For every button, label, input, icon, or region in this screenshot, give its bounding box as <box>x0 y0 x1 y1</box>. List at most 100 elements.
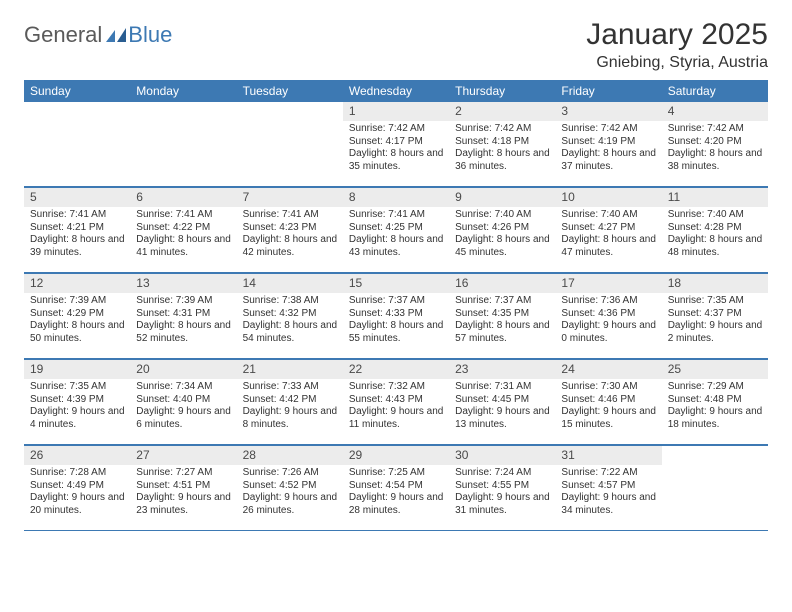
day-number-bar: 12 <box>24 274 130 293</box>
sunset-text: Sunset: 4:49 PM <box>30 480 126 493</box>
day-number: 9 <box>455 190 551 205</box>
day-body: Sunrise: 7:38 AMSunset: 4:32 PMDaylight:… <box>237 293 343 347</box>
sunrise-text: Sunrise: 7:27 AM <box>136 467 232 480</box>
daylight-text: Daylight: 9 hours and 6 minutes. <box>136 406 232 431</box>
daylight-text: Daylight: 9 hours and 23 minutes. <box>136 492 232 517</box>
daylight-text: Daylight: 9 hours and 8 minutes. <box>243 406 339 431</box>
sunrise-text: Sunrise: 7:40 AM <box>561 209 657 222</box>
day-cell: 13Sunrise: 7:39 AMSunset: 4:31 PMDayligh… <box>130 274 236 358</box>
sunset-text: Sunset: 4:55 PM <box>455 480 551 493</box>
day-number: 20 <box>136 362 232 377</box>
sunrise-text: Sunrise: 7:30 AM <box>561 381 657 394</box>
day-body: Sunrise: 7:41 AMSunset: 4:22 PMDaylight:… <box>130 207 236 261</box>
day-number-bar: 16 <box>449 274 555 293</box>
day-number: 10 <box>561 190 657 205</box>
daylight-text: Daylight: 8 hours and 35 minutes. <box>349 148 445 173</box>
sunrise-text: Sunrise: 7:35 AM <box>30 381 126 394</box>
daylight-text: Daylight: 8 hours and 54 minutes. <box>243 320 339 345</box>
daylight-text: Daylight: 9 hours and 28 minutes. <box>349 492 445 517</box>
sunset-text: Sunset: 4:43 PM <box>349 394 445 407</box>
day-cell-empty <box>662 446 768 530</box>
day-cell: 21Sunrise: 7:33 AMSunset: 4:42 PMDayligh… <box>237 360 343 444</box>
day-number: 26 <box>30 448 126 463</box>
sunset-text: Sunset: 4:48 PM <box>668 394 764 407</box>
day-body: Sunrise: 7:30 AMSunset: 4:46 PMDaylight:… <box>555 379 661 433</box>
day-body <box>237 106 343 110</box>
sunrise-text: Sunrise: 7:22 AM <box>561 467 657 480</box>
day-number: 25 <box>668 362 764 377</box>
title-block: January 2025 Gniebing, Styria, Austria <box>586 18 768 72</box>
day-cell: 4Sunrise: 7:42 AMSunset: 4:20 PMDaylight… <box>662 102 768 186</box>
day-cell: 31Sunrise: 7:22 AMSunset: 4:57 PMDayligh… <box>555 446 661 530</box>
day-number: 18 <box>668 276 764 291</box>
day-of-week-header: Tuesday <box>237 80 343 102</box>
day-cell: 24Sunrise: 7:30 AMSunset: 4:46 PMDayligh… <box>555 360 661 444</box>
day-cell: 2Sunrise: 7:42 AMSunset: 4:18 PMDaylight… <box>449 102 555 186</box>
day-cell: 8Sunrise: 7:41 AMSunset: 4:25 PMDaylight… <box>343 188 449 272</box>
sunset-text: Sunset: 4:36 PM <box>561 308 657 321</box>
day-number: 23 <box>455 362 551 377</box>
daylight-text: Daylight: 8 hours and 57 minutes. <box>455 320 551 345</box>
day-cell: 11 Sunrise: 7:40 AMSunset: 4:28 PMDayligh… <box>662 188 768 272</box>
day-number-bar: 20 <box>130 360 236 379</box>
day-body: Sunrise: 7:40 AMSunset: 4:28 PMDaylight:… <box>662 207 768 261</box>
day-body: Sunrise: 7:32 AMSunset: 4:43 PMDaylight:… <box>343 379 449 433</box>
day-body: Sunrise: 7:28 AMSunset: 4:49 PMDaylight:… <box>24 465 130 519</box>
day-number: 1 <box>349 104 445 119</box>
day-cell: 7Sunrise: 7:41 AMSunset: 4:23 PMDaylight… <box>237 188 343 272</box>
day-number: 29 <box>349 448 445 463</box>
day-cell: 25Sunrise: 7:29 AMSunset: 4:48 PMDayligh… <box>662 360 768 444</box>
sunrise-text: Sunrise: 7:32 AM <box>349 381 445 394</box>
day-number-bar: 10 <box>555 188 661 207</box>
sunset-text: Sunset: 4:54 PM <box>349 480 445 493</box>
day-number: 16 <box>455 276 551 291</box>
daylight-text: Daylight: 8 hours and 41 minutes. <box>136 234 232 259</box>
day-of-week-header: Wednesday <box>343 80 449 102</box>
sunrise-text: Sunrise: 7:41 AM <box>30 209 126 222</box>
sunset-text: Sunset: 4:26 PM <box>455 222 551 235</box>
day-number: 19 <box>30 362 126 377</box>
day-number-bar: 30 <box>449 446 555 465</box>
day-number-bar: 7 <box>237 188 343 207</box>
day-cell: 10Sunrise: 7:40 AMSunset: 4:27 PMDayligh… <box>555 188 661 272</box>
day-body: Sunrise: 7:24 AMSunset: 4:55 PMDaylight:… <box>449 465 555 519</box>
sunset-text: Sunset: 4:52 PM <box>243 480 339 493</box>
day-number-bar: 9 <box>449 188 555 207</box>
day-cell: 27Sunrise: 7:27 AMSunset: 4:51 PMDayligh… <box>130 446 236 530</box>
sunrise-text: Sunrise: 7:41 AM <box>243 209 339 222</box>
day-body: Sunrise: 7:42 AMSunset: 4:20 PMDaylight:… <box>662 121 768 175</box>
day-body: Sunrise: 7:26 AMSunset: 4:52 PMDaylight:… <box>237 465 343 519</box>
day-cell-empty <box>130 102 236 186</box>
day-of-week-header: Saturday <box>662 80 768 102</box>
day-cell: 29Sunrise: 7:25 AMSunset: 4:54 PMDayligh… <box>343 446 449 530</box>
logo-sail-icon <box>106 28 126 42</box>
daylight-text: Daylight: 9 hours and 0 minutes. <box>561 320 657 345</box>
day-body: Sunrise: 7:42 AMSunset: 4:17 PMDaylight:… <box>343 121 449 175</box>
sunrise-text: Sunrise: 7:37 AM <box>349 295 445 308</box>
daylight-text: Daylight: 9 hours and 11 minutes. <box>349 406 445 431</box>
daylight-text: Daylight: 9 hours and 4 minutes. <box>30 406 126 431</box>
day-body: Sunrise: 7:35 AMSunset: 4:39 PMDaylight:… <box>24 379 130 433</box>
day-number-bar: 27 <box>130 446 236 465</box>
day-number-bar: 23 <box>449 360 555 379</box>
daylight-text: Daylight: 8 hours and 36 minutes. <box>455 148 551 173</box>
daylight-text: Daylight: 9 hours and 20 minutes. <box>30 492 126 517</box>
day-cell: 19 Sunrise: 7:35 AMSunset: 4:39 PMDayligh… <box>24 360 130 444</box>
daylight-text: Daylight: 8 hours and 45 minutes. <box>455 234 551 259</box>
day-of-week-header: Thursday <box>449 80 555 102</box>
day-number: 17 <box>561 276 657 291</box>
sunset-text: Sunset: 4:21 PM <box>30 222 126 235</box>
daylight-text: Daylight: 8 hours and 39 minutes. <box>30 234 126 259</box>
day-number-bar: 13 <box>130 274 236 293</box>
day-number-bar: 5 <box>24 188 130 207</box>
day-body: Sunrise: 7:37 AMSunset: 4:35 PMDaylight:… <box>449 293 555 347</box>
day-cell: 23Sunrise: 7:31 AMSunset: 4:45 PMDayligh… <box>449 360 555 444</box>
day-number: 11 <box>668 190 764 205</box>
day-number: 7 <box>243 190 339 205</box>
day-number: 5 <box>30 190 126 205</box>
daylight-text: Daylight: 8 hours and 37 minutes. <box>561 148 657 173</box>
day-body: Sunrise: 7:27 AMSunset: 4:51 PMDaylight:… <box>130 465 236 519</box>
sunrise-text: Sunrise: 7:42 AM <box>561 123 657 136</box>
sunrise-text: Sunrise: 7:39 AM <box>30 295 126 308</box>
weeks-container: 1 Sunrise: 7:42 AMSunset: 4:17 PMDaylight… <box>24 102 768 531</box>
